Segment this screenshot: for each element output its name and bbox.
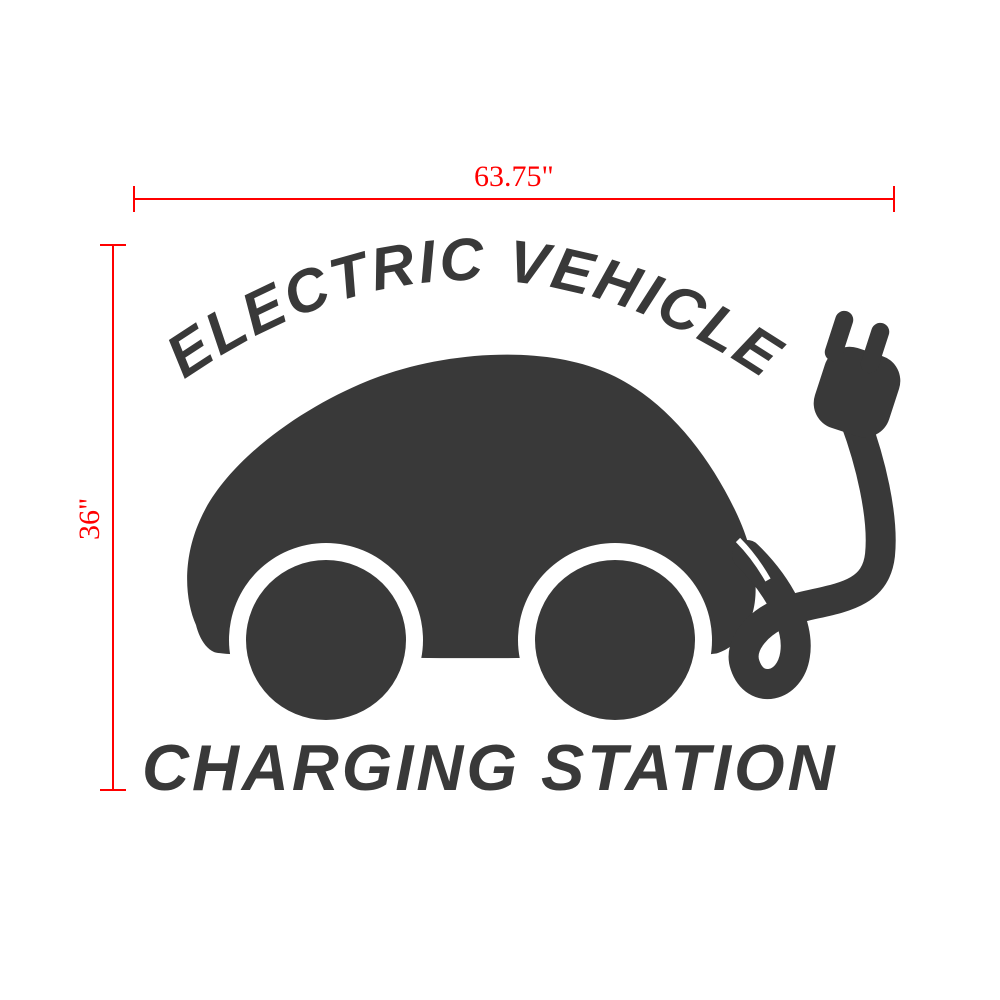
charging-cable [744,420,881,684]
bottom-text: CHARGING STATION [142,730,838,805]
stencil-diagram: 63.75" 36" ELECTRIC VEHICLE [0,0,1000,1000]
ev-car-icon [0,0,1000,1000]
plug-icon [807,308,907,444]
wheel-rear [535,560,695,720]
wheel-front [246,560,406,720]
